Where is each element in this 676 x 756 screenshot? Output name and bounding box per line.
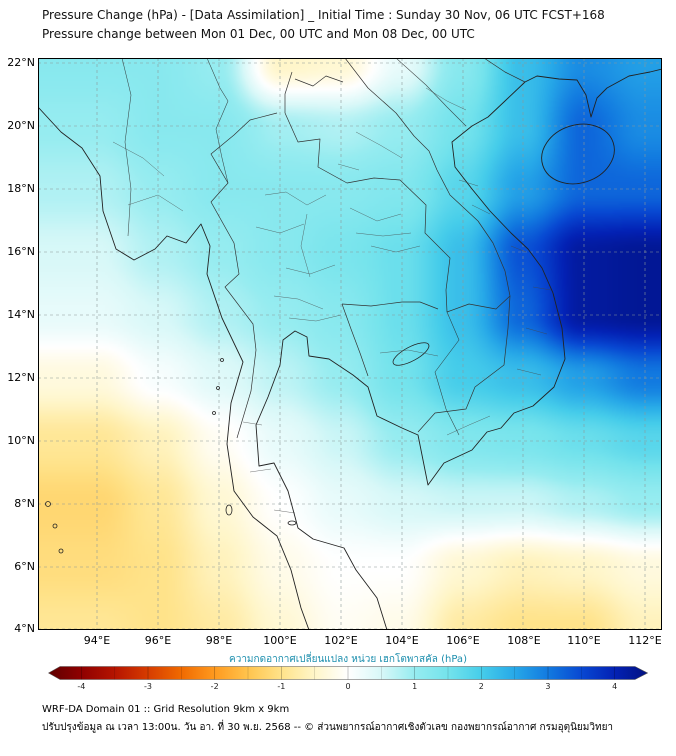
hainan-island	[541, 123, 615, 185]
lat-label: 16°N	[7, 245, 35, 258]
lat-label: 8°N	[14, 497, 35, 510]
lon-label: 106°E	[446, 634, 480, 647]
colorbar-tick: 4	[612, 682, 618, 691]
colorbar-tick: -2	[210, 682, 219, 691]
domain-info: WRF-DA Domain 01 :: Grid Resolution 9km …	[42, 704, 290, 715]
colorbar-segment-ticks	[81, 666, 615, 680]
lat-label: 20°N	[7, 119, 35, 132]
lat-label: 10°N	[7, 434, 35, 447]
province-borders	[112, 87, 552, 514]
lon-label: 96°E	[144, 634, 172, 647]
chart-subtitle: Pressure change between Mon 01 Dec, 00 U…	[42, 27, 475, 41]
lat-label: 18°N	[7, 182, 35, 195]
colorbar-tick: -4	[77, 682, 86, 691]
colorbar-tick: 0	[345, 682, 351, 691]
country-borders	[210, 58, 526, 439]
chart-title: Pressure Change (hPa) - [Data Assimilati…	[42, 8, 605, 22]
lon-label: 102°E	[324, 634, 358, 647]
colorbar-tick: -3	[144, 682, 153, 691]
lat-label: 14°N	[7, 308, 35, 321]
pressure-field-canvas	[38, 58, 662, 630]
lat-label: 4°N	[14, 622, 35, 635]
lon-label: 104°E	[385, 634, 419, 647]
map-plot-area	[38, 58, 662, 630]
tonle-sap-lake	[392, 342, 430, 366]
colorbar	[48, 666, 648, 680]
lon-label: 98°E	[205, 634, 233, 647]
lon-label: 94°E	[83, 634, 111, 647]
lat-label: 12°N	[7, 371, 35, 384]
colorbar-tick: 2	[478, 682, 484, 691]
coastline	[38, 68, 662, 630]
lat-label: 22°N	[7, 56, 35, 69]
update-credit-info: ปรับปรุงข้อมูล ณ เวลา 13:00น. วัน อา. ที…	[42, 722, 614, 733]
rivers	[121, 58, 467, 436]
colorbar-tick-labels: -4 -3 -2 -1 0 1 2 3 4	[48, 682, 648, 692]
lon-label: 108°E	[507, 634, 541, 647]
colorbar-tick: -1	[277, 682, 286, 691]
small-islands	[45, 358, 297, 554]
colorbar-tick: 1	[412, 682, 418, 691]
colorbar-label: ความกดอากาศเปลี่ยนแปลง หน่วย เฮกโตพาสคัล…	[229, 654, 467, 665]
lon-label: 110°E	[567, 634, 601, 647]
graticule-grid	[38, 58, 662, 630]
colorbar-gradient-bar	[48, 666, 648, 680]
lon-label: 112°E	[628, 634, 662, 647]
colorbar-tick: 3	[545, 682, 551, 691]
lon-label: 100°E	[263, 634, 297, 647]
lat-label: 6°N	[14, 560, 35, 573]
map-overlay-svg	[38, 58, 662, 630]
